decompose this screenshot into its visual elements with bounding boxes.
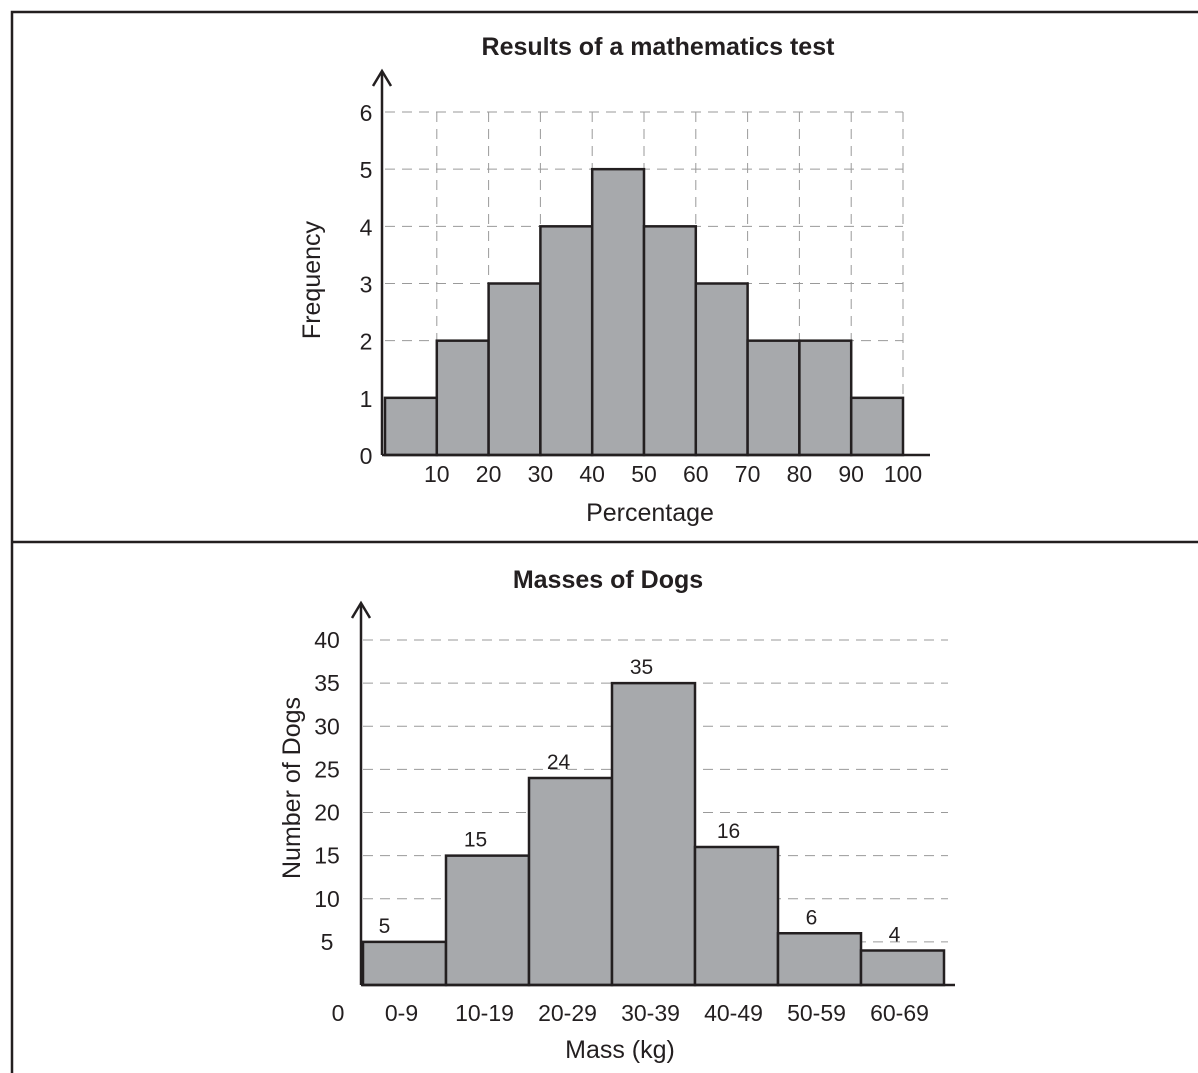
- x-tick-labels: 0-9 10-19 20-29 30-39 40-49 50-59 60-69: [385, 1000, 929, 1026]
- histogram-bar: [539, 225, 594, 457]
- x-tick-label: 10-19: [455, 1000, 514, 1026]
- bar-value-label: 6: [806, 906, 818, 929]
- x-tick-label: 90: [838, 461, 864, 487]
- x-tick-label: 40-49: [704, 1000, 763, 1026]
- histogram-bar: [859, 949, 946, 987]
- histogram-bar: [383, 396, 439, 457]
- y-axis-arrow: [371, 68, 393, 87]
- x-tick-label: 50-59: [787, 1000, 846, 1026]
- x-tick-label: 40: [579, 461, 605, 487]
- bar-value-label: 24: [547, 751, 571, 774]
- histogram-bar: [487, 282, 542, 457]
- dog-mass-histogram: Masses of Dogs 5 15 24 35 16 6 4 0 5 10 15 20 25 30…: [278, 566, 955, 1064]
- x-tick-label: 70: [735, 461, 761, 487]
- bar-value-label: 35: [630, 656, 653, 679]
- x-tick-label: 60: [683, 461, 709, 487]
- y-tick-labels: 5 10 15 20 25 30 35 40: [314, 627, 340, 955]
- chart-frame: [10, 10, 1198, 1073]
- y-tick-labels: 0 1 2 3 4 5 6: [360, 100, 373, 469]
- x-tick-label: 50: [631, 461, 657, 487]
- y-tick-label: 2: [360, 329, 373, 355]
- bar-value-label: 4: [889, 924, 901, 947]
- bars: [383, 167, 905, 457]
- x-tick-labels: 10 20 30 40 50 60 70 80 90 100: [424, 461, 922, 487]
- x-tick-label: 20-29: [538, 1000, 597, 1026]
- histogram-bar: [610, 681, 697, 987]
- math-test-histogram: Results of a mathematics test 0 1 2 3 4 5 6 10…: [298, 33, 930, 527]
- y-tick-label: 3: [360, 272, 373, 298]
- histogram-bar: [444, 854, 531, 987]
- bar-value-labels: 5 15 24 35 16 6 4: [379, 656, 901, 946]
- x-axis-label: Mass (kg): [565, 1036, 675, 1064]
- origin-label: 0: [332, 1000, 345, 1026]
- y-tick-label: 5: [360, 157, 373, 183]
- histogram-bar: [694, 282, 749, 457]
- x-tick-label: 30-39: [621, 1000, 680, 1026]
- y-tick-label: 1: [360, 386, 373, 412]
- bars: [361, 681, 946, 987]
- y-tick-label: 20: [314, 800, 340, 826]
- chart-title: Masses of Dogs: [513, 566, 703, 594]
- chart-title: Results of a mathematics test: [482, 33, 836, 61]
- histogram-bar: [527, 776, 614, 987]
- x-tick-label: 20: [476, 461, 502, 487]
- histogram-bar: [746, 339, 801, 457]
- histogram-bar: [590, 167, 646, 457]
- x-tick-label: 0-9: [385, 1000, 418, 1026]
- x-tick-label: 60-69: [870, 1000, 929, 1026]
- histogram-bar: [776, 932, 863, 987]
- bar-value-label: 5: [379, 915, 391, 938]
- bar-value-label: 15: [464, 829, 487, 852]
- y-axis-label: Number of Dogs: [278, 697, 306, 879]
- histogram-bar: [849, 396, 905, 457]
- y-axis-label: Frequency: [298, 220, 326, 339]
- x-tick-label: 100: [884, 461, 922, 487]
- y-tick-label: 15: [314, 843, 340, 869]
- y-tick-label: 6: [360, 100, 373, 126]
- x-axis-label: Percentage: [586, 499, 714, 527]
- x-tick-label: 80: [787, 461, 813, 487]
- histogram-bar: [435, 339, 490, 457]
- axes: [350, 600, 955, 987]
- y-axis-arrow: [350, 600, 372, 619]
- x-tick-label: 30: [528, 461, 554, 487]
- y-tick-label: 35: [314, 670, 340, 696]
- y-tick-label: 30: [314, 713, 340, 739]
- axes: [371, 68, 930, 457]
- y-tick-label: 10: [314, 886, 340, 912]
- y-tick-label: 25: [314, 756, 340, 782]
- histogram-bar: [798, 339, 853, 457]
- bar-value-label: 16: [717, 820, 740, 843]
- y-tick-label: 4: [360, 214, 373, 240]
- y-tick-label: 0: [360, 443, 373, 469]
- y-tick-label: 5: [321, 929, 334, 955]
- histogram-bar: [642, 225, 698, 457]
- y-tick-label: 40: [314, 627, 340, 653]
- histogram-bar: [693, 845, 780, 987]
- histogram-bar: [361, 940, 448, 987]
- x-tick-label: 10: [424, 461, 450, 487]
